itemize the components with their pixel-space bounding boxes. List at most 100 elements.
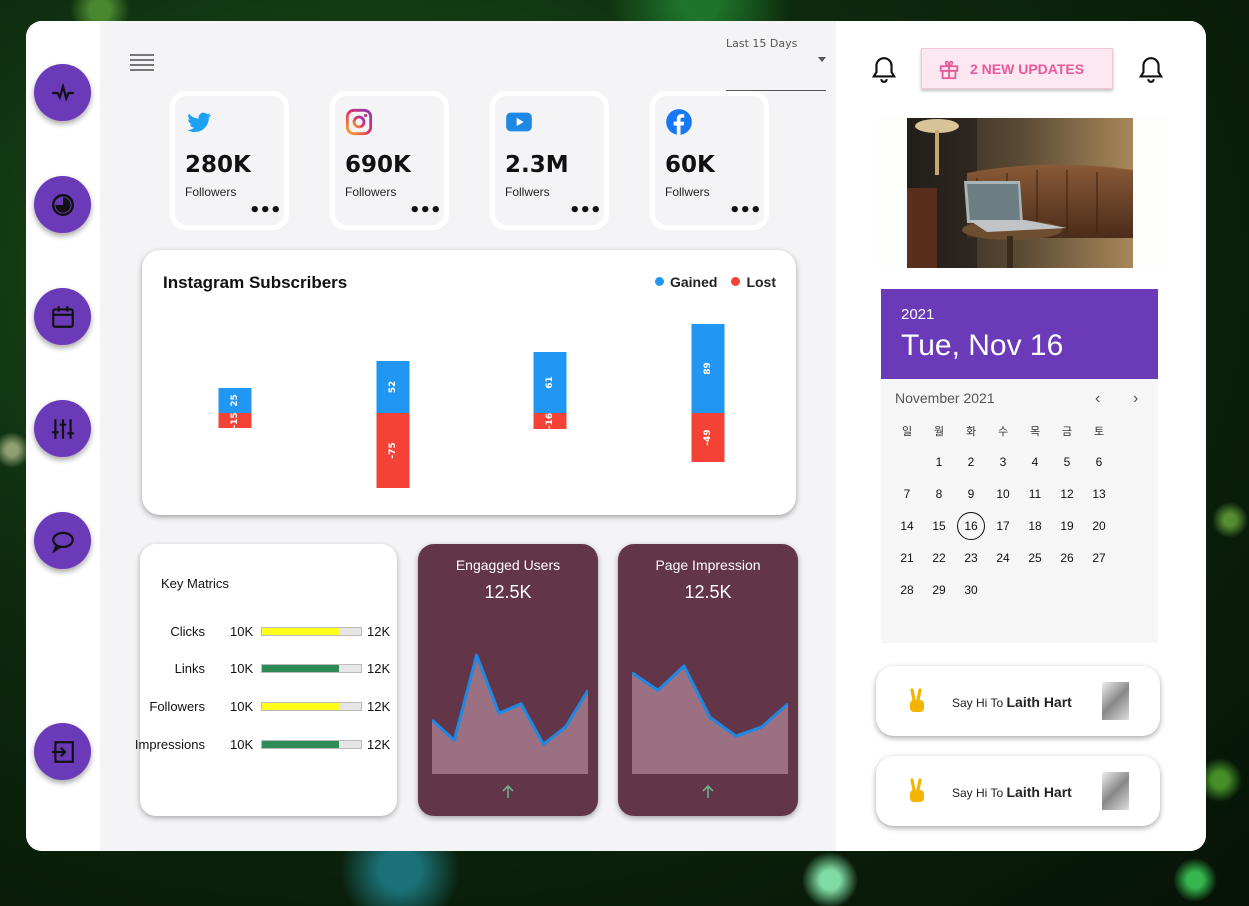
analytics-button[interactable] <box>34 176 91 233</box>
metric-title: Page Impression <box>655 557 761 573</box>
page-impression-card[interactable]: Page Impression 12.5K <box>618 544 798 816</box>
calendar-day[interactable]: 17 <box>996 519 1010 533</box>
main-content: Last 15 Days 280K Followers ••• 690K Fol… <box>100 21 836 851</box>
calendar-day[interactable]: 23 <box>964 551 978 565</box>
twitter-card[interactable]: 280K Followers ••• <box>170 91 289 230</box>
calendar-day[interactable]: 4 <box>1031 455 1039 469</box>
calendar-month-label[interactable]: November 2021 <box>895 390 995 406</box>
calendar-day[interactable]: 18 <box>1028 519 1042 533</box>
bar-lost[interactable] <box>376 413 410 488</box>
chevron-left-icon[interactable]: ‹ <box>1095 390 1101 407</box>
calendar-weekday: 금 <box>1061 425 1073 438</box>
more-options-button[interactable]: ••• <box>569 200 602 221</box>
featured-photo <box>907 118 1133 268</box>
calendar-weekday: 화 <box>965 425 977 438</box>
legend-item-lost[interactable]: Lost <box>731 274 776 290</box>
calendar-day[interactable]: 29 <box>932 583 946 597</box>
key-metrics-card: Key Matrics Clicks 10K 12K Links 10K 12K… <box>135 544 397 816</box>
bell-icon[interactable] <box>1138 56 1164 84</box>
metric-row-impressions: Impressions 10K 12K <box>135 735 397 755</box>
avatar <box>1102 772 1129 810</box>
calendar-day[interactable]: 9 <box>967 487 975 501</box>
bar-lost[interactable] <box>691 413 725 462</box>
follower-count: 280K <box>185 152 251 178</box>
calendar-day[interactable]: 30 <box>964 583 978 597</box>
sparkline-area <box>632 666 788 774</box>
calendar-day-selected[interactable]: 16 <box>957 512 985 540</box>
legend-item-gained[interactable]: Gained <box>654 274 717 290</box>
bar-lost[interactable] <box>218 413 252 428</box>
metric-title: Engagged Users <box>455 557 561 573</box>
instagram-icon <box>345 108 373 136</box>
metric-low: 10K <box>230 624 254 639</box>
greeting-card[interactable]: Say Hi To Laith Hart <box>876 756 1160 826</box>
facebook-card[interactable]: 60K Follwers ••• <box>650 91 769 230</box>
instagram-card[interactable]: 690K Followers ••• <box>330 91 449 230</box>
bar-gained[interactable] <box>533 352 567 413</box>
metric-name: Impressions <box>134 737 205 752</box>
calendar-day[interactable]: 12 <box>1060 487 1074 501</box>
bar-value-label: -15 <box>230 412 240 428</box>
bar-value-label: -75 <box>388 442 398 458</box>
victory-hand-icon <box>910 688 924 712</box>
calendar-day[interactable]: 21 <box>900 551 914 565</box>
calendar-day[interactable]: 19 <box>1060 519 1074 533</box>
bar-gained[interactable] <box>376 361 410 413</box>
calendar-day[interactable]: 5 <box>1063 455 1071 469</box>
calendar-day[interactable]: 2 <box>967 455 975 469</box>
period-select[interactable] <box>726 51 826 91</box>
calendar-day[interactable]: 7 <box>903 487 911 501</box>
calendar-weekday: 일 <box>901 425 913 438</box>
follower-label: Follwers <box>505 185 550 199</box>
menu-icon[interactable] <box>130 54 154 72</box>
calendar-day[interactable]: 20 <box>1092 519 1106 533</box>
calendar-day[interactable]: 3 <box>999 455 1007 469</box>
settings-button[interactable] <box>34 400 91 457</box>
calendar-day[interactable]: 15 <box>932 519 946 533</box>
more-options-button[interactable]: ••• <box>409 200 442 221</box>
calendar-day[interactable]: 8 <box>935 487 943 501</box>
metric-high: 12K <box>367 699 391 714</box>
greeting-card[interactable]: Say Hi To Laith Hart <box>876 666 1160 736</box>
calendar-day[interactable]: 24 <box>996 551 1010 565</box>
calendar-day[interactable]: 13 <box>1092 487 1106 501</box>
engaged-users-card[interactable]: Engagged Users 12.5K <box>418 544 598 816</box>
updates-label: 2 NEW UPDATES <box>970 60 1085 77</box>
bar-value-label: 61 <box>545 376 555 389</box>
activity-button[interactable] <box>34 64 91 121</box>
follower-label: Followers <box>345 185 397 199</box>
calendar-button[interactable] <box>34 288 91 345</box>
calendar-day[interactable]: 27 <box>1092 551 1106 565</box>
bell-icon[interactable] <box>871 56 897 84</box>
calendar-day[interactable]: 1 <box>935 455 943 469</box>
youtube-card[interactable]: 2.3M Follwers ••• <box>490 91 609 230</box>
more-options-button[interactable]: ••• <box>249 200 282 221</box>
calendar-day[interactable]: 14 <box>900 519 914 533</box>
calendar-day[interactable]: 28 <box>900 583 914 597</box>
metric-progress-bar <box>261 702 362 711</box>
chevron-right-icon[interactable]: › <box>1133 390 1139 407</box>
calendar-day[interactable]: 22 <box>932 551 946 565</box>
calendar-day[interactable]: 11 <box>1028 487 1042 501</box>
calendar-day[interactable]: 26 <box>1060 551 1074 565</box>
activity-icon <box>51 82 74 102</box>
calendar-year[interactable]: 2021 <box>901 306 935 323</box>
metric-progress-fill <box>262 665 340 672</box>
key-metrics-title: Key Matrics <box>161 576 229 591</box>
calendar-day[interactable]: 10 <box>996 487 1010 501</box>
logout-button[interactable] <box>34 723 91 780</box>
subscribers-chart-card: Instagram Subscribers Gained Lost 25 -15 5… <box>142 250 796 515</box>
bar-gained[interactable] <box>218 388 252 413</box>
updates-button[interactable]: 2 NEW UPDATES <box>921 48 1113 89</box>
metric-high: 12K <box>367 661 391 676</box>
bar-lost[interactable] <box>533 413 567 429</box>
greeting-text: Say Hi To Laith Hart <box>952 784 1072 800</box>
more-options-button[interactable]: ••• <box>729 200 762 221</box>
metric-progress-bar <box>261 664 362 673</box>
messages-button[interactable] <box>34 512 91 569</box>
follower-count: 60K <box>665 152 715 178</box>
calendar-day[interactable]: 25 <box>1028 551 1042 565</box>
bar-gained[interactable] <box>691 324 725 413</box>
sidebar <box>26 21 100 851</box>
calendar-day[interactable]: 6 <box>1095 455 1103 469</box>
